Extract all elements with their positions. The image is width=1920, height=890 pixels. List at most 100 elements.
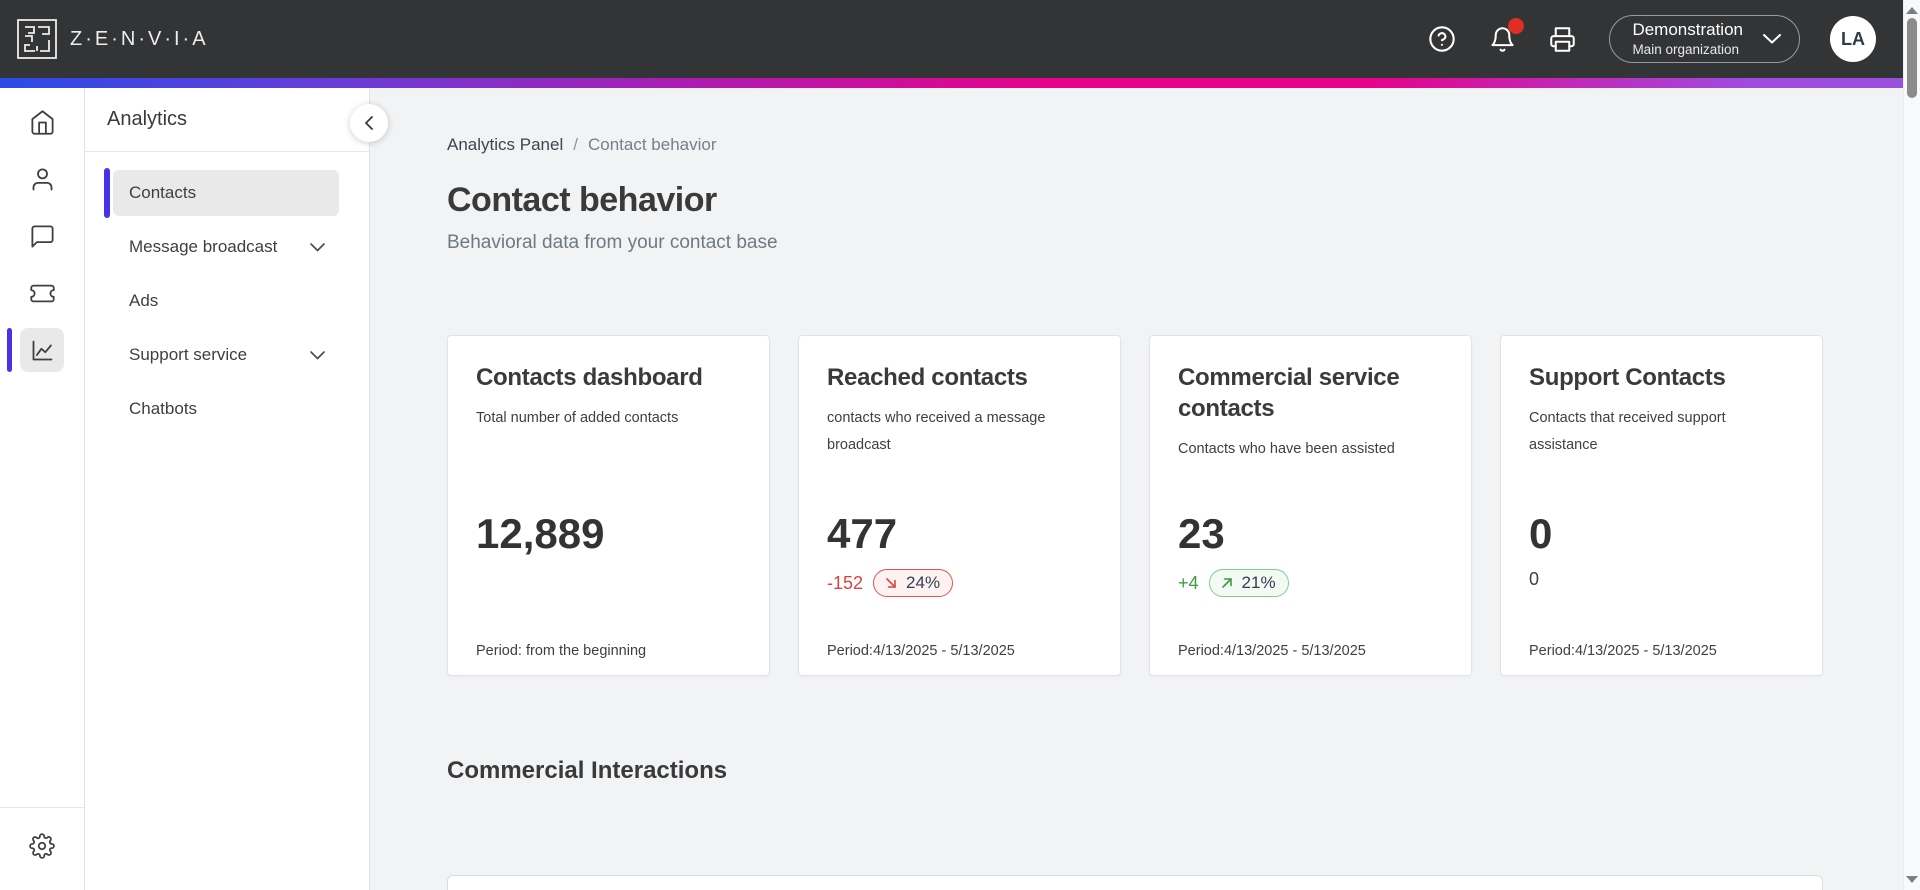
page-title: Contact behavior (447, 181, 717, 219)
brand-gradient-bar (0, 78, 1903, 88)
stat-card-contacts-dashboard: Contacts dashboard Total number of added… (447, 334, 770, 676)
stat-card-reached-contacts: Reached contacts contacts who received a… (798, 334, 1121, 676)
stat-card-commercial-service-contacts: Commercial service contacts Contacts who… (1149, 334, 1472, 676)
rail-item-contacts[interactable] (20, 157, 64, 201)
card-description: Total number of added contacts (476, 410, 679, 427)
card-delta-row: +4 21% (1178, 569, 1289, 598)
sidebar-item-label: Support service (129, 345, 248, 364)
person-icon (32, 167, 52, 191)
card-title: Support Contacts (1529, 363, 1726, 391)
stat-card-support-contacts: Support Contacts Contacts that received … (1500, 334, 1823, 676)
brand-name: Z·E·N·V·I·A (70, 27, 209, 50)
trend-badge: 21% (1208, 569, 1289, 598)
card-metric: 0 0 (1529, 509, 1553, 590)
card-delta-row: 0 (1529, 569, 1552, 590)
bell-icon (1491, 26, 1514, 52)
breadcrumb: Analytics Panel / Contact behavior (447, 135, 1903, 155)
card-value: 0 (1529, 509, 1553, 557)
notifications-button[interactable] (1487, 18, 1525, 54)
chevron-down-icon (310, 350, 325, 359)
card-title: Commercial service contacts (1178, 363, 1400, 423)
breadcrumb-separator: / (573, 135, 578, 154)
card-period: Period:4/13/2025 - 5/13/2025 (1529, 642, 1717, 659)
card-metric: 23 +4 21% (1178, 509, 1289, 598)
card-metric: 12,889 (476, 509, 605, 557)
card-period: Period:4/13/2025 - 5/13/2025 (827, 642, 1015, 659)
breadcrumb-parent-link[interactable]: Analytics Panel (447, 135, 564, 154)
sidebar-menu: Contacts Message broadcast Ads Support s… (85, 152, 369, 432)
card-delta-row: -152 24% (827, 569, 954, 598)
card-description: Contacts who have been assisted (1178, 441, 1395, 458)
sidebar-item-message-broadcast[interactable]: Message broadcast (113, 224, 339, 270)
sidebar-item-support-service[interactable]: Support service (113, 332, 339, 378)
scroll-down-button[interactable] (1906, 876, 1918, 883)
zenvia-logo-icon (17, 19, 57, 59)
line-chart-icon (32, 340, 52, 360)
sidebar-item-label: Chatbots (129, 399, 198, 418)
sidebar-title: Analytics (85, 88, 369, 152)
main-content: Analytics Panel / Contact behavior Conta… (370, 88, 1903, 890)
card-title: Contacts dashboard (476, 363, 703, 391)
card-value: 477 (827, 509, 898, 557)
home-icon (30, 109, 54, 135)
collapse-sidebar-button[interactable] (350, 104, 388, 142)
user-avatar[interactable]: LA (1830, 16, 1876, 62)
sidebar-item-label: Contacts (129, 183, 197, 202)
card-value: 23 (1178, 509, 1225, 557)
nav-rail (0, 88, 85, 890)
topbar-actions: Demonstration Main organization LA (1397, 15, 1903, 63)
organization-labels: Demonstration Main organization (1632, 19, 1743, 59)
chevron-down-icon (310, 242, 325, 251)
active-rail-indicator (7, 328, 12, 372)
notification-badge (1508, 18, 1525, 34)
arrow-up-right-icon (1221, 578, 1232, 588)
chat-bubble-icon (30, 224, 54, 248)
breadcrumb-current: Contact behavior (587, 135, 717, 154)
arrow-down-right-icon (886, 578, 896, 588)
sidebar-item-label: Message broadcast (129, 237, 278, 256)
active-item-indicator (104, 168, 110, 218)
card-description: contacts who received a message broadcas… (827, 410, 1046, 453)
topbar: Z·E·N·V·I·A Demonstra (0, 0, 1903, 78)
delta-value: 0 (1529, 569, 1540, 590)
card-period: Period: from the beginning (476, 642, 647, 659)
sidebar-item-contacts[interactable]: Contacts (104, 168, 339, 218)
rail-item-tickets[interactable] (20, 271, 64, 315)
help-button[interactable] (1427, 24, 1457, 54)
organization-selector[interactable]: Demonstration Main organization (1609, 15, 1800, 63)
page-scrollbar[interactable] (1903, 0, 1920, 890)
trend-percent: 21% (1241, 573, 1276, 593)
commercial-interactions-card (447, 874, 1823, 890)
print-button[interactable] (1547, 24, 1577, 54)
card-value: 12,889 (476, 509, 605, 557)
sidebar-item-label: Ads (129, 291, 159, 310)
chevron-left-icon (365, 116, 373, 130)
sidebar-item-ads[interactable]: Ads (113, 278, 339, 324)
scroll-up-button[interactable] (1906, 7, 1918, 14)
organization-type: Main organization (1632, 42, 1740, 58)
trend-badge: 24% (873, 569, 954, 598)
rail-item-settings[interactable] (20, 824, 64, 868)
rail-item-home[interactable] (20, 100, 64, 144)
chevron-down-icon (1763, 34, 1781, 44)
card-title: Reached contacts (827, 363, 1028, 391)
rail-bottom-section (0, 807, 84, 890)
sidebar-item-chatbots[interactable]: Chatbots (113, 386, 339, 432)
ticket-icon (29, 284, 55, 302)
scrollbar-thumb[interactable] (1907, 18, 1917, 98)
rail-item-conversations[interactable] (20, 214, 64, 258)
brand: Z·E·N·V·I·A (0, 18, 209, 60)
page-subtitle: Behavioral data from your contact base (447, 232, 778, 254)
delta-value: +4 (1178, 572, 1199, 593)
card-metric: 477 -152 24% (827, 509, 954, 598)
delta-value: -152 (827, 572, 864, 593)
card-period: Period:4/13/2025 - 5/13/2025 (1178, 642, 1366, 659)
stat-cards-row: Contacts dashboard Total number of added… (447, 334, 1903, 676)
analytics-sidebar: Analytics Contacts Message broadcast Ads… (85, 88, 388, 890)
printer-icon (1550, 26, 1575, 52)
help-icon (1429, 26, 1456, 52)
trend-percent: 24% (906, 573, 941, 593)
rail-item-analytics[interactable] (7, 328, 64, 372)
organization-name: Demonstration (1632, 20, 1743, 40)
avatar-initials: LA (1841, 28, 1865, 49)
